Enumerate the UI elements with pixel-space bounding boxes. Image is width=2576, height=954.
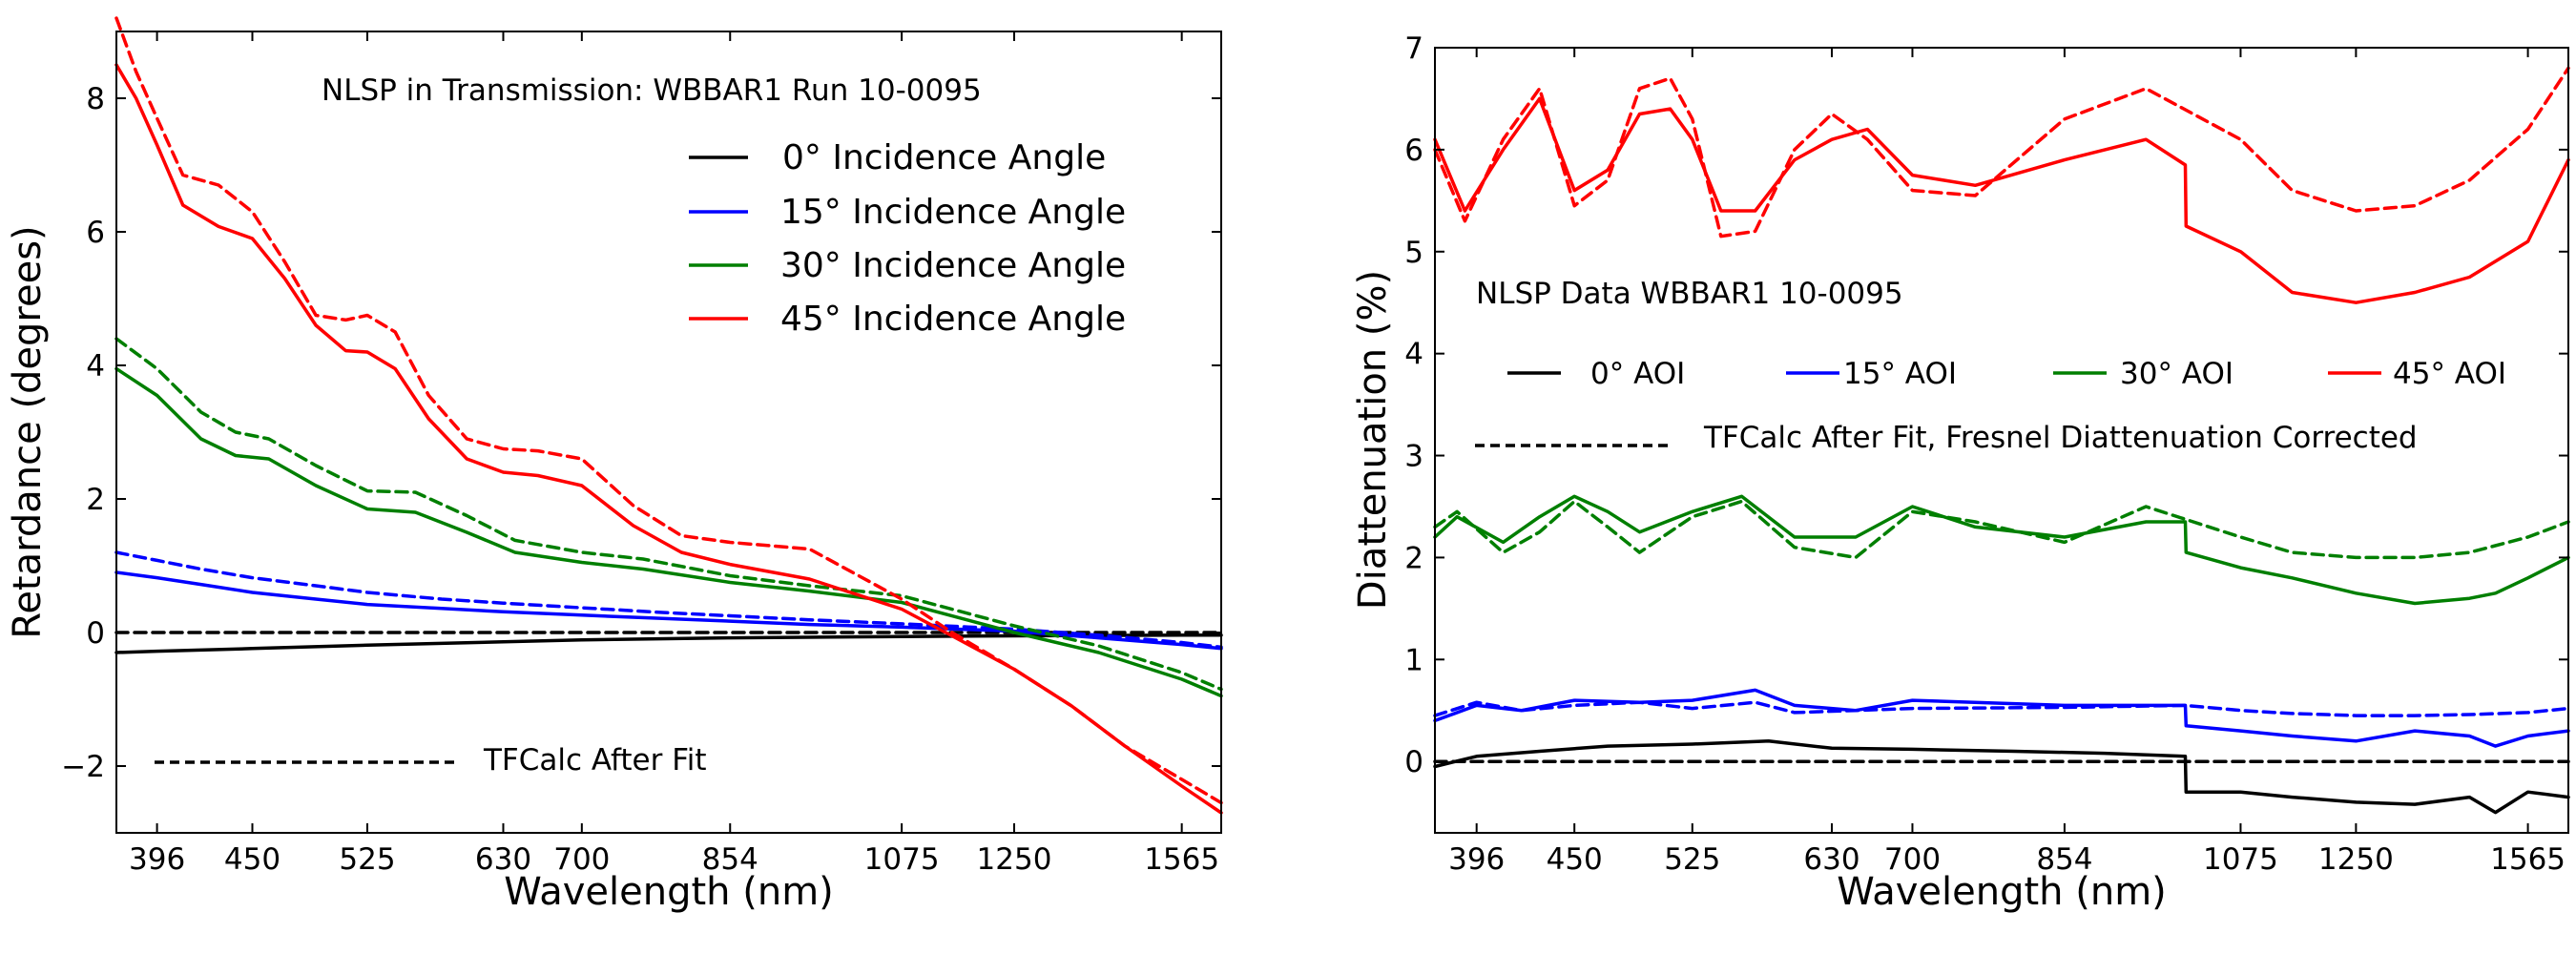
- diattenuation-y-tick-label-4: 4: [1404, 338, 1423, 372]
- retardance-axis-ticks: 396 450 525 630 700 854 1075 1250 1565 −2 0 2 4 6 8: [61, 31, 1221, 877]
- diattenuation-y-tick-label-7: 7: [1404, 31, 1423, 66]
- retardance-x-tick-label-630: 630: [475, 842, 531, 877]
- retardance-x-tick-label-854: 854: [702, 842, 758, 877]
- retardance-series-30deg-measured: [114, 366, 1223, 698]
- retardance-series-30deg-tfcalc: [114, 337, 1223, 692]
- diattenuation-y-tick-label-0: 0: [1404, 745, 1423, 779]
- retardance-y-tick-label-4: 4: [86, 349, 105, 384]
- retardance-x-axis-label: Wavelength (nm): [504, 870, 834, 914]
- retardance-y-tick-label-0: 0: [86, 616, 105, 651]
- diattenuation-plot-frame: [1434, 47, 2569, 834]
- aoi-legend-label-45deg: 45° AOI: [2393, 357, 2506, 391]
- retardance-legend: 0° Incidence Angle 15° Incidence Angle 3…: [689, 138, 1126, 339]
- retardance-series-15deg-measured: [114, 570, 1223, 651]
- diattenuation-legend: 0° AOI 15° AOI 30° AOI 45° AOI: [1507, 357, 2506, 391]
- legend-label-0deg: 0° Incidence Angle: [782, 138, 1106, 177]
- legend-label-30deg: 30° Incidence Angle: [780, 246, 1126, 285]
- diattenuation-y-tick-label-2: 2: [1404, 541, 1423, 575]
- diattenuation-series-30deg-measured: [1433, 494, 2570, 606]
- diattenuation-x-tick-label-525: 525: [1664, 842, 1720, 877]
- tfcalc-legend-label: TFCalc After Fit: [483, 743, 707, 778]
- retardance-x-tick-label-1075: 1075: [864, 842, 940, 877]
- retardance-y-tick-label-2: 2: [86, 483, 105, 517]
- diattenuation-x-tick-label-630: 630: [1803, 842, 1859, 877]
- diattenuation-y-tick-label-1: 1: [1404, 643, 1423, 677]
- diattenuation-series-group: [1433, 66, 2570, 815]
- diattenuation-x-axis-label: Wavelength (nm): [1837, 870, 2167, 914]
- diattenuation-series-45deg-tfcalc: [1433, 66, 2570, 238]
- diattenuation-chart: 396 450 525 630 700 854 1075 1250 1565 0 1 2 3 4 5 6 7 W…: [1351, 31, 2570, 914]
- aoi-legend-label-15deg: 15° AOI: [1843, 357, 1957, 391]
- aoi-legend-label-30deg: 30° AOI: [2120, 357, 2233, 391]
- retardance-chart: 396 450 525 630 700 854 1075 1250 1565 −2 0 2 4 6 8 Wa…: [6, 16, 1223, 914]
- diattenuation-series-30deg-tfcalc: [1433, 499, 2570, 560]
- diattenuation-x-tick-label-1250: 1250: [2318, 842, 2394, 877]
- retardance-plot-frame: [115, 31, 1222, 834]
- retardance-x-tick-label-396: 396: [129, 842, 185, 877]
- diattenuation-x-tick-label-1565: 1565: [2490, 842, 2566, 877]
- diattenuation-y-axis-label: Diattenuation (%): [1351, 270, 1395, 610]
- retardance-y-tick-label--2: −2: [61, 750, 105, 784]
- diattenuation-x-tick-label-450: 450: [1547, 842, 1603, 877]
- tfcalc-fresnel-legend-label: TFCalc After Fit, Fresnel Diattenuation …: [1703, 421, 2418, 455]
- retardance-series-group: [114, 16, 1223, 815]
- diattenuation-series-45deg-measured: [1433, 96, 2570, 304]
- retardance-chart-title: NLSP in Transmission: WBBAR1 Run 10-0095: [322, 73, 982, 108]
- diattenuation-series-0deg-measured: [1433, 739, 2570, 815]
- retardance-x-tick-label-700: 700: [553, 842, 610, 877]
- legend-label-15deg: 15° Incidence Angle: [780, 193, 1126, 232]
- retardance-x-tick-label-1565: 1565: [1144, 842, 1219, 877]
- retardance-x-tick-label-525: 525: [339, 842, 395, 877]
- diattenuation-axis-ticks: 396 450 525 630 700 854 1075 1250 1565 0 1 2 3 4 5 6 7: [1404, 31, 2568, 877]
- retardance-x-tick-label-450: 450: [224, 842, 280, 877]
- diattenuation-y-tick-label-5: 5: [1404, 236, 1423, 270]
- diattenuation-chart-title: NLSP Data WBBAR1 10-0095: [1476, 277, 1903, 311]
- diattenuation-x-tick-label-1075: 1075: [2203, 842, 2278, 877]
- retardance-y-tick-label-8: 8: [86, 82, 105, 116]
- diattenuation-y-tick-label-3: 3: [1404, 440, 1423, 474]
- retardance-series-15deg-tfcalc: [114, 550, 1223, 650]
- diattenuation-x-tick-label-396: 396: [1448, 842, 1505, 877]
- retardance-x-tick-label-1250: 1250: [977, 842, 1052, 877]
- retardance-y-tick-label-6: 6: [86, 216, 105, 250]
- diattenuation-x-tick-label-854: 854: [2036, 842, 2092, 877]
- diattenuation-series-15deg-tfcalc: [1433, 700, 2570, 717]
- retardance-y-axis-label: Retardance (degrees): [6, 225, 50, 638]
- aoi-legend-label-0deg: 0° AOI: [1590, 357, 1685, 391]
- legend-label-45deg: 45° Incidence Angle: [780, 300, 1126, 339]
- diattenuation-series-15deg-measured: [1433, 688, 2570, 748]
- diattenuation-x-tick-label-700: 700: [1884, 842, 1941, 877]
- retardance-series-45deg-tfcalc: [114, 16, 1223, 805]
- diattenuation-y-tick-label-6: 6: [1404, 134, 1423, 168]
